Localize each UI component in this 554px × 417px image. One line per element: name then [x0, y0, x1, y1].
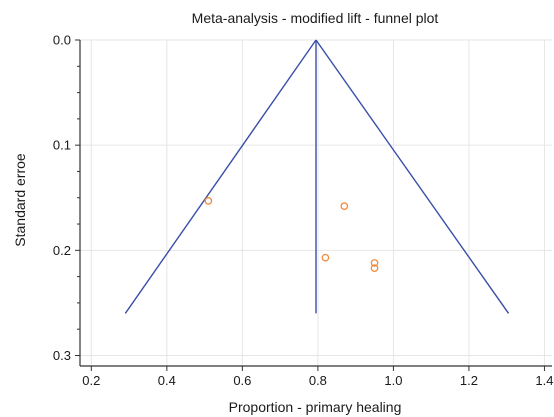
x-axis-label: Proportion - primary healing [229, 399, 402, 415]
funnel [124, 39, 510, 314]
x-tick-label: 0.4 [158, 373, 176, 388]
y-tick-label: 0.3 [53, 348, 71, 363]
y-tick-label: 0.1 [53, 138, 71, 153]
data-points [204, 197, 379, 273]
y-tick-label: 0.0 [53, 33, 71, 48]
x-tick-label: 1.4 [535, 373, 553, 388]
chart-title: Meta-analysis - modified lift - funnel p… [192, 10, 439, 26]
x-tick-label: 0.2 [82, 373, 100, 388]
study-point [370, 259, 379, 267]
study-point [321, 253, 330, 262]
x-tick-label: 0.6 [233, 373, 251, 388]
funnel-left-line [124, 39, 317, 314]
study-point [204, 197, 213, 205]
study-point [370, 264, 379, 273]
y-tick-label: 0.2 [53, 243, 71, 258]
study-point [340, 202, 349, 211]
y-axis-label: Standard erroe [12, 153, 28, 247]
x-tick-label: 1.0 [384, 373, 402, 388]
x-tick-label: 1.2 [460, 373, 478, 388]
axes: 0.2 0.4 0.6 0.8 1.0 1.2 1.4 0.0 0.1 0.2 0.3 [53, 33, 554, 389]
x-tick-label: 0.8 [309, 373, 327, 388]
funnel-right-line [315, 39, 510, 314]
